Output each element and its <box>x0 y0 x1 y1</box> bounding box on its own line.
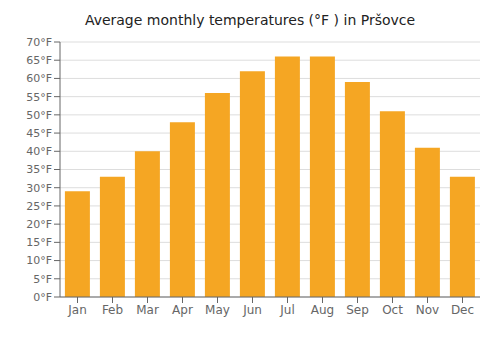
svg-text:35°F: 35°F <box>26 163 52 176</box>
svg-text:10°F: 10°F <box>26 254 52 267</box>
svg-text:65°F: 65°F <box>26 54 52 67</box>
svg-text:Mar: Mar <box>136 303 159 317</box>
svg-text:40°F: 40°F <box>26 145 52 158</box>
html-text:Average monthly temperatures (: Average monthly temperatures (°F ) in Pr… <box>84 12 416 28</box>
svg-text:Apr: Apr <box>172 303 193 317</box>
svg-text:Sep: Sep <box>346 303 369 317</box>
svg-text:Aug: Aug <box>311 303 334 317</box>
svg-text:Feb: Feb <box>102 303 123 317</box>
svg-text:60°F: 60°F <box>26 72 52 85</box>
svg-text:May: May <box>205 303 230 317</box>
svg-text:20°F: 20°F <box>26 218 52 231</box>
svg-text:30°F: 30°F <box>26 182 52 195</box>
svg-text:Nov: Nov <box>416 303 439 317</box>
svg-text:5°F: 5°F <box>33 273 52 286</box>
svg-text:Dec: Dec <box>451 303 474 317</box>
svg-text:0°F: 0°F <box>33 291 52 304</box>
svg-text:70°F: 70°F <box>26 36 52 49</box>
svg-text:55°F: 55°F <box>26 91 52 104</box>
svg-text:Jul: Jul <box>279 303 294 317</box>
svg-text:15°F: 15°F <box>26 236 52 249</box>
svg-text:50°F: 50°F <box>26 109 52 122</box>
svg-text:Jan: Jan <box>67 303 87 317</box>
svg-text:45°F: 45°F <box>26 127 52 140</box>
svg-text:Jun: Jun <box>242 303 262 317</box>
svg-text:25°F: 25°F <box>26 200 52 213</box>
svg-text:Oct: Oct <box>382 303 403 317</box>
